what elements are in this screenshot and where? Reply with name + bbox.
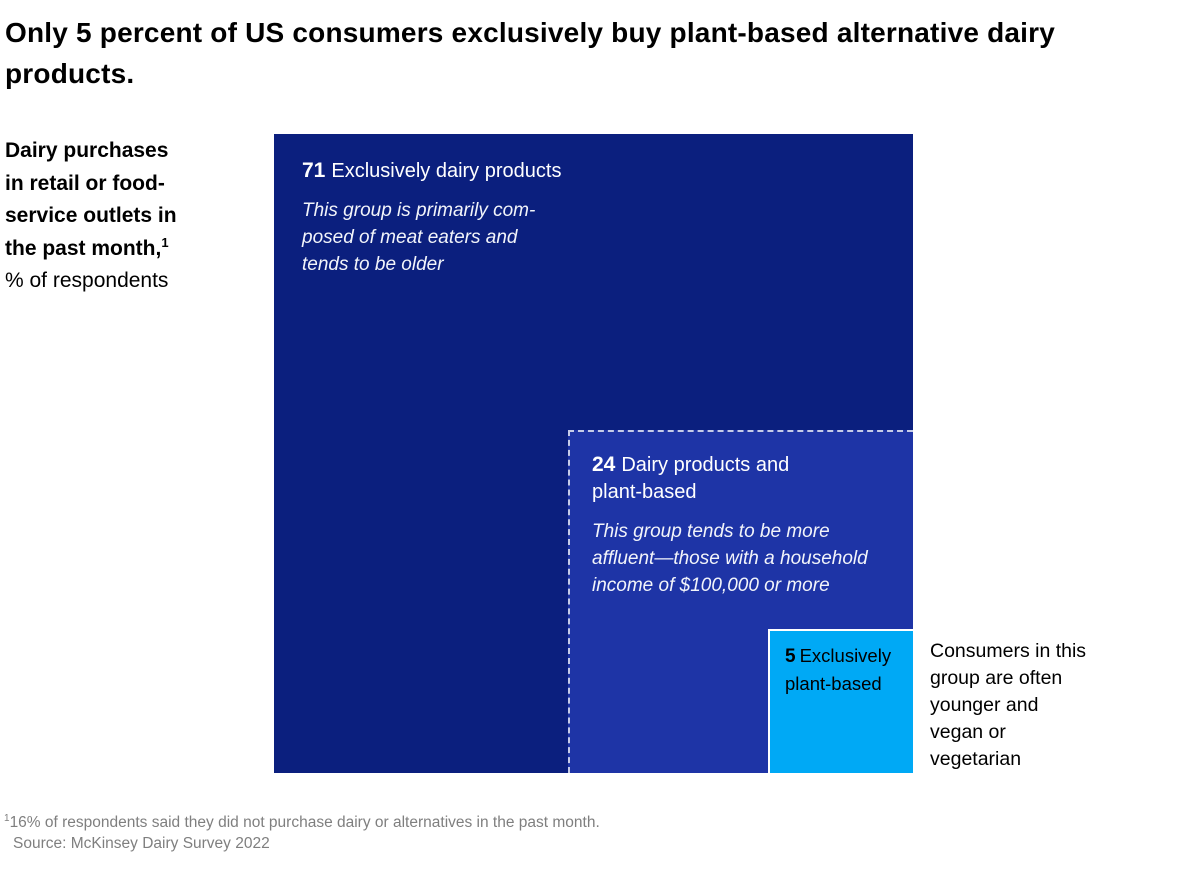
footnote-marker: 1 (4, 812, 10, 824)
segment-exclusively-plant-based-label: Exclusively plant-based (785, 645, 892, 694)
footnote: 116% of respondents said they did not pu… (4, 812, 600, 833)
segment-exclusively-plant-based-header: 5 Exclusively plant-based (785, 642, 898, 697)
measure-label-bold: Dairy purchases in retail or food- servi… (5, 139, 177, 260)
segment-dairy-and-plant-based-header: 24 Dairy products and plant-based (592, 451, 891, 506)
segment-exclusively-plant-based-annotation: Consumers in this group are often younge… (930, 640, 1087, 770)
segment-dairy-and-plant-based-label: Dairy products and plant-based (592, 454, 790, 503)
segment-exclusively-dairy-value: 71 (302, 159, 326, 182)
segment-exclusively-dairy-description: This group is primarily com- posed of me… (302, 200, 536, 275)
segment-exclusively-plant-based: 5 Exclusively plant-based (768, 629, 913, 773)
measure-label: Dairy purchases in retail or food- servi… (5, 135, 235, 298)
segment-exclusively-dairy-header: 71 Exclusively dairy products (302, 157, 885, 185)
footnote-marker-ref: 1 (161, 234, 169, 250)
segment-dairy-and-plant-based: 24 Dairy products and plant-based This gr… (568, 430, 913, 773)
source: Source: McKinsey Dairy Survey 2022 (13, 835, 270, 852)
segment-dairy-and-plant-based-description: This group tends to be more affluent—tho… (592, 521, 868, 596)
segment-dairy-and-plant-based-value: 24 (592, 453, 616, 476)
measure-label-unit: % of respondents (5, 269, 169, 292)
segment-exclusively-plant-based-value: 5 (785, 646, 796, 667)
footnotes: 116% of respondents said they did not pu… (4, 812, 600, 854)
chart-title: Only 5 percent of US consumers exclusive… (5, 17, 1056, 89)
segment-exclusively-dairy-label: Exclusively dairy products (331, 160, 562, 182)
footnote-text: 16% of respondents said they did not pur… (9, 814, 600, 831)
